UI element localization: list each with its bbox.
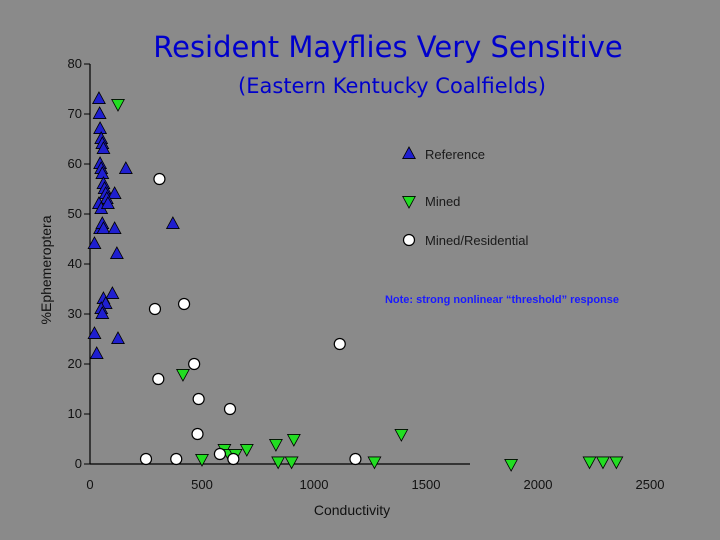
y-tick-label: 20 (68, 356, 82, 371)
threshold-note: Note: strong nonlinear “threshold” respo… (385, 294, 619, 306)
data-point-triangle-up (96, 141, 111, 154)
chart-title: Resident Mayflies Very Sensitive (153, 30, 622, 64)
x-tick-label: 1500 (412, 477, 441, 492)
y-tick-label: 10 (68, 406, 82, 421)
x-tick-label: 2000 (524, 477, 553, 492)
data-point-triangle-down (239, 444, 254, 457)
legend-label: Mined/Residential (425, 233, 528, 248)
data-point-triangle-up (87, 326, 102, 339)
data-point-triangle-down (195, 454, 209, 467)
data-point-triangle-down (367, 456, 382, 470)
legend-marker (402, 233, 416, 247)
data-point-circle (191, 427, 204, 441)
legend-label: Reference (425, 147, 485, 162)
data-point-circle (153, 172, 166, 186)
data-point-triangle-up (118, 161, 133, 174)
x-tick-label: 2500 (636, 477, 665, 492)
data-point-triangle-down (286, 434, 301, 447)
y-tick-label: 50 (68, 206, 82, 221)
data-point-triangle-down (284, 456, 299, 470)
data-point-triangle-down (609, 456, 624, 470)
x-tick-label: 1000 (300, 477, 329, 492)
y-axis-label: %Ephemeroptera (38, 215, 54, 324)
data-point-circle (152, 372, 165, 386)
x-axis-label: Conductivity (314, 502, 390, 518)
data-point-triangle-down (271, 456, 286, 470)
y-tick-label: 0 (75, 456, 82, 471)
data-point-circle (333, 337, 346, 351)
legend-marker (402, 196, 416, 209)
data-point-triangle-up (105, 286, 120, 299)
legend-marker (402, 146, 416, 159)
legend: Reference Mined Mined/Residential (402, 146, 528, 248)
data-point-triangle-up (91, 91, 106, 104)
data-point-triangle-up (92, 106, 107, 119)
x-tick-label: 500 (191, 477, 213, 492)
y-tick-label: 60 (68, 156, 82, 171)
data-point-circle (177, 297, 191, 311)
data-point-triangle-down (582, 456, 597, 470)
data-point-circle (139, 452, 153, 466)
legend-label: Mined (425, 194, 460, 209)
data-point-circle (227, 452, 240, 466)
y-tick-label: 40 (68, 256, 82, 271)
chart-subtitle: (Eastern Kentucky Coalfields) (238, 74, 546, 98)
data-point-triangle-down (504, 459, 519, 472)
data-point-circle (188, 357, 201, 371)
y-tick-label: 80 (68, 56, 82, 71)
data-point-circle (349, 452, 362, 466)
y-tick-label: 30 (68, 306, 82, 321)
y-tick-label: 70 (68, 106, 82, 121)
data-point-circle (148, 302, 162, 316)
data-point-triangle-down (175, 369, 190, 382)
x-tick-label: 0 (86, 477, 93, 492)
data-point-triangle-up (93, 121, 108, 134)
data-point-circle (192, 392, 205, 406)
data-point-triangle-down (268, 439, 283, 452)
data-point-triangle-up (96, 221, 111, 234)
data-point-triangle-up (165, 216, 180, 229)
data-points (87, 91, 624, 472)
data-point-triangle-up (107, 186, 122, 199)
data-point-triangle-down (111, 99, 125, 112)
data-point-triangle-up (89, 346, 104, 359)
data-point-triangle-up (100, 196, 115, 209)
data-point-circle (213, 447, 227, 461)
axes: 0 10 20 30 40 50 60 70 80 0 500 1000 1500 2000 2500 (68, 56, 665, 492)
data-point-triangle-up (95, 306, 110, 319)
data-point-triangle-up (111, 331, 125, 344)
data-point-triangle-up (109, 246, 124, 259)
data-point-triangle-up (87, 236, 102, 249)
data-point-circle (170, 452, 183, 466)
data-point-circle (223, 402, 237, 416)
data-point-triangle-down (394, 429, 409, 442)
data-point-triangle-down (595, 456, 610, 470)
data-point-triangle-up (107, 221, 122, 234)
